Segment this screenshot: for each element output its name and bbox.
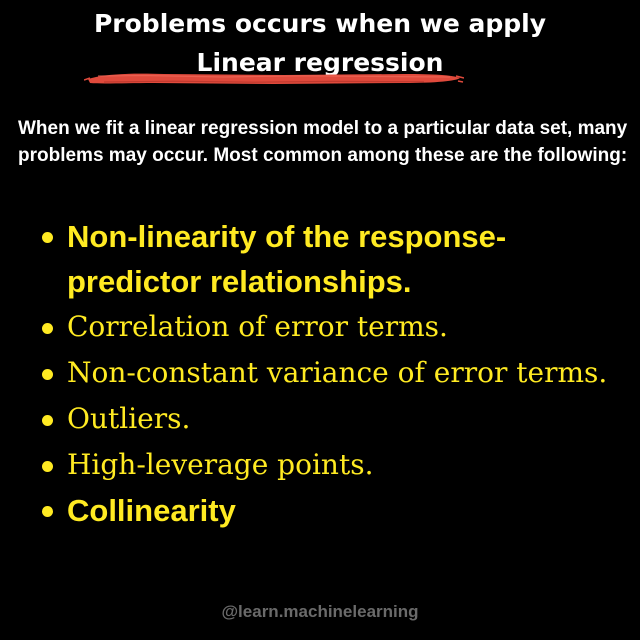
- list-item-text: Correlation of error terms.: [67, 310, 448, 343]
- bullet-icon: [42, 415, 53, 426]
- list-item: High-leverage points.: [0, 442, 640, 488]
- bullet-icon: [42, 461, 53, 472]
- list-item: Collinearity: [0, 488, 640, 533]
- list-item-text: Collinearity: [67, 493, 236, 528]
- bullet-icon: [42, 369, 53, 380]
- list-item: Outliers.: [0, 396, 640, 442]
- list-item: Correlation of error terms.: [0, 304, 640, 350]
- list-item-text: High-leverage points.: [67, 448, 374, 481]
- bullet-icon: [42, 323, 53, 334]
- title-line-2: Linear regression: [196, 48, 444, 77]
- bullet-icon: [42, 232, 53, 243]
- title-line-1: Problems occurs when we apply: [93, 9, 547, 38]
- bullet-icon: [42, 506, 53, 517]
- problem-list: Non-linearity of the response-predictor …: [0, 214, 640, 533]
- list-item-text: Non-linearity of the response-predictor …: [67, 219, 507, 299]
- slide-title: Problems occurs when we apply Linear reg…: [0, 4, 640, 82]
- intro-text: When we fit a linear regression model to…: [18, 118, 628, 166]
- brush-underline: [84, 73, 464, 84]
- list-item-text: Non-constant variance of error terms.: [67, 356, 608, 389]
- list-item-text: Outliers.: [67, 402, 191, 435]
- list-item: Non-linearity of the response-predictor …: [0, 214, 640, 304]
- list-item: Non-constant variance of error terms.: [0, 350, 640, 396]
- watermark-handle: @learn.machinelearning: [221, 602, 419, 621]
